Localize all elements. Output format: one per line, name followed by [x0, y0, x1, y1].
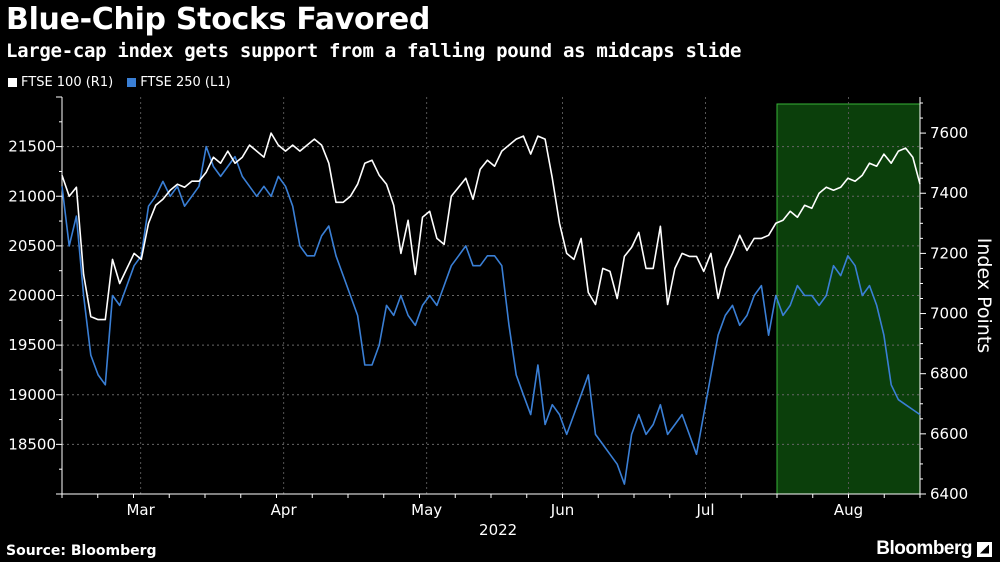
right-tick-label: 7200 [930, 244, 968, 262]
legend-item-ftse100: FTSE 100 (R1) [8, 75, 113, 90]
month-label: Aug [834, 501, 863, 519]
right-tick-label: 6800 [930, 365, 968, 383]
legend-label-ftse100: FTSE 100 (R1) [21, 75, 114, 90]
legend-swatch-ftse250 [127, 78, 137, 87]
chart-subtitle: Large-cap index gets support from a fall… [6, 40, 742, 62]
source-note: Source: Bloomberg [6, 543, 157, 559]
brand-name: Bloomberg [876, 538, 972, 559]
right-tick-label: 7400 [930, 184, 968, 202]
left-tick-label: 20000 [8, 287, 56, 305]
month-label: May [411, 501, 442, 519]
year-label: 2022 [479, 521, 517, 539]
left-tick-label: 19000 [8, 386, 56, 404]
left-tick-label: 21000 [8, 187, 56, 205]
legend: FTSE 100 (R1) FTSE 250 (L1) [8, 75, 231, 90]
month-label: Jul [695, 501, 714, 519]
legend-item-ftse250: FTSE 250 (L1) [127, 75, 231, 90]
month-label: Apr [271, 501, 298, 519]
series-line-ftse100 [61, 132, 921, 321]
right-axis-title: Index Points [973, 238, 995, 353]
left-tick-label: 20500 [8, 237, 56, 255]
left-tick-label: 18500 [8, 435, 56, 453]
right-tick-label: 6600 [930, 425, 968, 443]
month-label: Mar [126, 501, 155, 519]
legend-label-ftse250: FTSE 250 (L1) [140, 75, 231, 90]
month-label: Jun [550, 501, 574, 519]
series-line-ftse250 [61, 145, 921, 485]
right-tick-label: 6400 [930, 485, 968, 503]
left-tick-label: 21500 [8, 138, 56, 156]
left-tick-label: 19500 [8, 336, 56, 354]
right-tick-label: 7600 [930, 124, 968, 142]
bloomberg-mark-icon [977, 541, 992, 557]
right-tick-label: 7000 [930, 305, 968, 323]
legend-swatch-ftse100 [8, 78, 17, 87]
bloomberg-logo: Bloomberg [876, 538, 992, 560]
chart-title: Blue-Chip Stocks Favored [6, 2, 431, 37]
